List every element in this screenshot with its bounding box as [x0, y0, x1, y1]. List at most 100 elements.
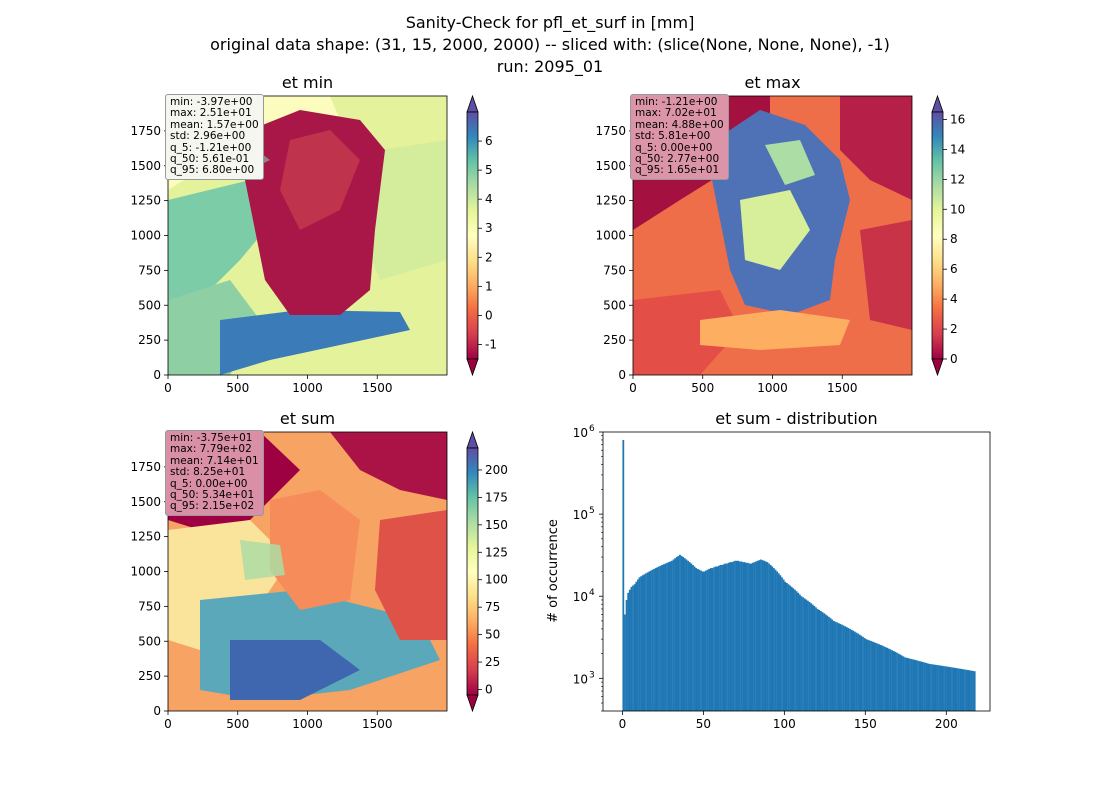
- histogram-bar: [818, 609, 821, 711]
- histogram-bar: [688, 562, 691, 711]
- histogram-bar: [785, 582, 788, 711]
- histogram-bar: [679, 554, 681, 711]
- stats-line: q_50: 5.34e+01: [170, 489, 255, 502]
- y-tick-label: 1750: [595, 124, 626, 138]
- histogram-bar: [669, 561, 672, 711]
- stats-line: mean: 4.88e+00: [635, 118, 724, 131]
- histogram-bar: [751, 562, 754, 711]
- histogram-bar: [808, 602, 811, 711]
- histogram-bar: [910, 658, 913, 711]
- histogram-bar: [782, 579, 785, 711]
- histogram-bar: [810, 603, 813, 711]
- histogram-bar: [902, 656, 905, 711]
- histogram-bar: [904, 657, 906, 711]
- histogram-bar: [883, 646, 885, 711]
- histogram-bar: [713, 567, 715, 711]
- histogram-bar: [787, 584, 790, 711]
- histogram-bar: [909, 658, 911, 711]
- histogram-bar: [756, 560, 759, 711]
- y-tick-label: 500: [603, 298, 626, 312]
- y-tick-label: 0: [153, 368, 161, 382]
- histogram-bar: [797, 592, 800, 711]
- histogram-bar: [795, 591, 798, 711]
- histogram-bar: [968, 670, 971, 711]
- colorbar-tick-label: 50: [485, 628, 500, 642]
- y-tick-label: 250: [138, 333, 161, 347]
- histogram-bar: [776, 571, 779, 711]
- histogram-bar: [868, 640, 871, 711]
- stats-line: q_5: 0.00e+00: [635, 141, 713, 154]
- histogram-bar: [659, 565, 662, 711]
- hist-y-tick-label: 10: [573, 426, 588, 440]
- histogram-bar: [899, 654, 902, 711]
- colorbar-tick-label: 1: [485, 279, 493, 293]
- histogram-bar: [934, 664, 937, 711]
- histogram-bar: [622, 439, 625, 711]
- colorbar-et-sum: [466, 430, 479, 713]
- histogram-bar: [855, 632, 858, 711]
- suptitle-line-1: Sanity-Check for pfl_et_surf in [mm]: [405, 13, 695, 32]
- histogram-bar: [764, 561, 767, 711]
- histogram-bar: [692, 564, 694, 711]
- histogram-bar: [873, 642, 876, 711]
- histogram-bar: [761, 560, 764, 711]
- histogram-bar: [913, 659, 916, 711]
- histogram-bar: [714, 566, 717, 711]
- x-tick-label: 1000: [292, 381, 323, 395]
- histogram-bar: [737, 560, 740, 711]
- histogram-bar: [656, 567, 659, 711]
- colorbar-tick-label: 8: [950, 232, 958, 246]
- histogram-bar: [662, 564, 665, 711]
- colorbar-tick-label: 4: [950, 292, 958, 306]
- histogram-bar: [881, 645, 884, 711]
- histogram-bar: [637, 579, 639, 711]
- histogram-bar: [721, 564, 723, 711]
- histogram-bar: [930, 664, 932, 711]
- histogram-bar: [774, 569, 777, 711]
- heatmap-axes: 0 500 1000 150002505007501000125015001750-1…: [130, 112, 965, 731]
- histogram-bar: [635, 581, 638, 711]
- panel-title-et-min: et min: [281, 73, 334, 92]
- stats-line: q_95: 2.15e+02: [170, 500, 255, 513]
- histogram-bar: [708, 568, 711, 711]
- hist-y-tick-label: 10: [573, 672, 588, 686]
- histogram-bar: [705, 570, 707, 711]
- histogram-bar: [836, 622, 838, 711]
- colorbar-tick-label: 75: [485, 600, 500, 614]
- histogram-bar: [747, 562, 749, 711]
- histogram-bar: [813, 606, 816, 711]
- histogram-bar: [965, 669, 968, 711]
- histogram-bar: [709, 568, 712, 711]
- x-tick-label: 0: [164, 381, 172, 395]
- histogram-bar: [735, 560, 738, 711]
- histogram-bar: [646, 572, 649, 711]
- histogram-bar: [632, 585, 634, 711]
- y-tick-label: 1000: [130, 565, 161, 579]
- histogram-bar: [828, 616, 830, 711]
- histogram-bar: [690, 563, 693, 711]
- stats-line: q_95: 6.80e+00: [170, 164, 255, 177]
- histogram-bar: [722, 564, 725, 711]
- colorbar-tick-label: 125: [485, 545, 508, 559]
- histogram-bar: [866, 639, 869, 711]
- y-tick-label: 1250: [130, 194, 161, 208]
- histogram-bar: [850, 629, 853, 711]
- histogram-bar: [726, 563, 728, 711]
- histogram-bar: [834, 621, 837, 711]
- histogram-bar: [826, 615, 829, 711]
- histogram-bar: [711, 568, 714, 711]
- histogram-bar: [955, 668, 958, 711]
- histogram-bar: [951, 667, 953, 711]
- hist-y-tick-label: 10: [573, 590, 588, 604]
- histogram-bar: [685, 559, 688, 711]
- y-tick-label: 500: [138, 298, 161, 312]
- stats-line: q_5: -1.21e+00: [170, 141, 252, 154]
- histogram-bar: [939, 665, 942, 711]
- histogram-bar: [879, 644, 882, 711]
- y-tick-label: 1250: [595, 194, 626, 208]
- hist-x-tick-label: 0: [619, 717, 627, 731]
- hist-y-tick-exponent: 3: [589, 670, 595, 680]
- stats-line: min: -3.75e+01: [170, 432, 253, 444]
- histogram-bar: [768, 563, 770, 711]
